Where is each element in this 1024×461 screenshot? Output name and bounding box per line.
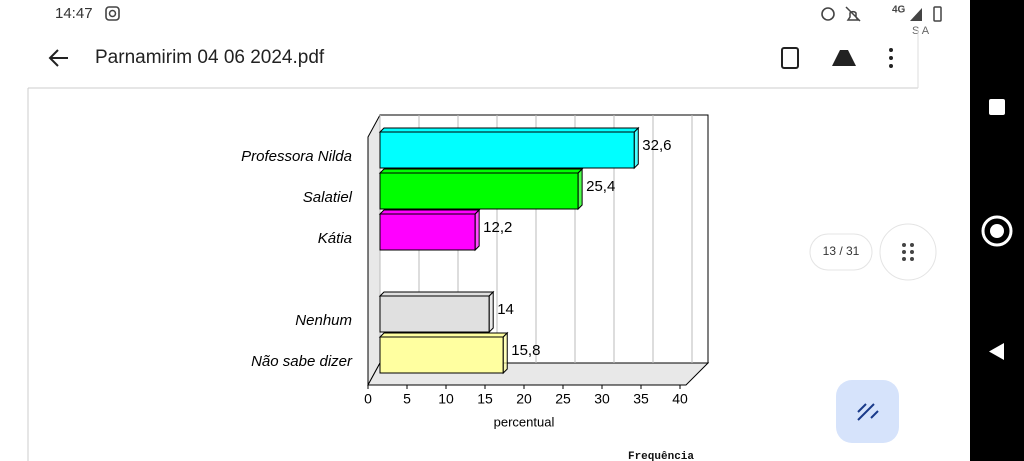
value-label: 12,2 (483, 219, 512, 236)
nav-home[interactable] (981, 215, 1013, 247)
status-time: 14:47 (55, 5, 93, 22)
value-label: 15,8 (511, 342, 540, 359)
y-tick-label: Professora Nilda (241, 148, 352, 165)
nav-recents[interactable] (989, 99, 1005, 115)
nav-back[interactable] (989, 343, 1004, 360)
y-tick-label: Nenhum (295, 312, 352, 329)
bar-top (378, 168, 584, 174)
bar (379, 172, 579, 210)
battery-icon (933, 6, 942, 22)
y-tick-label: Kátia (318, 230, 352, 247)
x-tick-label: 5 (403, 391, 411, 407)
grid-view-button[interactable] (879, 223, 937, 281)
value-label: 14 (497, 301, 514, 318)
carrier-label: S A (912, 25, 930, 37)
bar (379, 213, 476, 251)
bar-side (577, 167, 583, 211)
chart: 0 5 10 15 20 25 30 35 40 percentual Professora Nil… (241, 114, 710, 429)
edit-icon (857, 403, 879, 421)
mute-icon (845, 6, 861, 22)
page-indicator-text: 13 / 31 (823, 244, 860, 258)
bar (379, 131, 635, 169)
y-tick-label: Não sabe dizer (251, 353, 353, 370)
instagram-icon-dot (108, 9, 117, 18)
bar-top (378, 127, 640, 133)
x-tick-label: 40 (672, 391, 688, 407)
bar-side (502, 331, 508, 375)
x-tick-label: 20 (516, 391, 532, 407)
document-title: Parnamirim 04 06 2024.pdf (95, 47, 325, 68)
grid-view-icon (902, 243, 914, 261)
left-wall (367, 114, 381, 386)
page-indicator (809, 233, 873, 271)
value-label: 32,6 (642, 137, 671, 154)
y-tick-label: Salatiel (303, 189, 353, 206)
x-axis-label: percentual (494, 414, 555, 429)
x-tick-label: 25 (555, 391, 571, 407)
bar-top (378, 209, 481, 215)
instagram-icon (105, 6, 120, 21)
x-tick-label: 15 (477, 391, 493, 407)
bar-side (633, 126, 639, 170)
search-document-button[interactable] (781, 47, 799, 69)
signal-icon (910, 8, 922, 21)
drive-add-button[interactable] (832, 50, 856, 66)
x-tick-label: 35 (633, 391, 649, 407)
bar-top (378, 291, 495, 297)
value-label: 25,4 (586, 178, 615, 195)
x-tick-label: 30 (594, 391, 610, 407)
bar (379, 295, 490, 333)
alarm-icon (821, 7, 835, 21)
x-tick-label: 0 (364, 391, 372, 407)
nav-home-dot (990, 224, 1004, 238)
more-menu-button[interactable] (889, 48, 893, 68)
x-tick-label: 10 (438, 391, 454, 407)
bar-side (488, 290, 494, 334)
network-label: 4G (892, 5, 906, 16)
footer-text: Frequência (628, 451, 694, 461)
bar-side (474, 208, 480, 252)
bar-top (378, 332, 509, 338)
bar (379, 336, 504, 374)
back-button[interactable] (48, 49, 68, 67)
